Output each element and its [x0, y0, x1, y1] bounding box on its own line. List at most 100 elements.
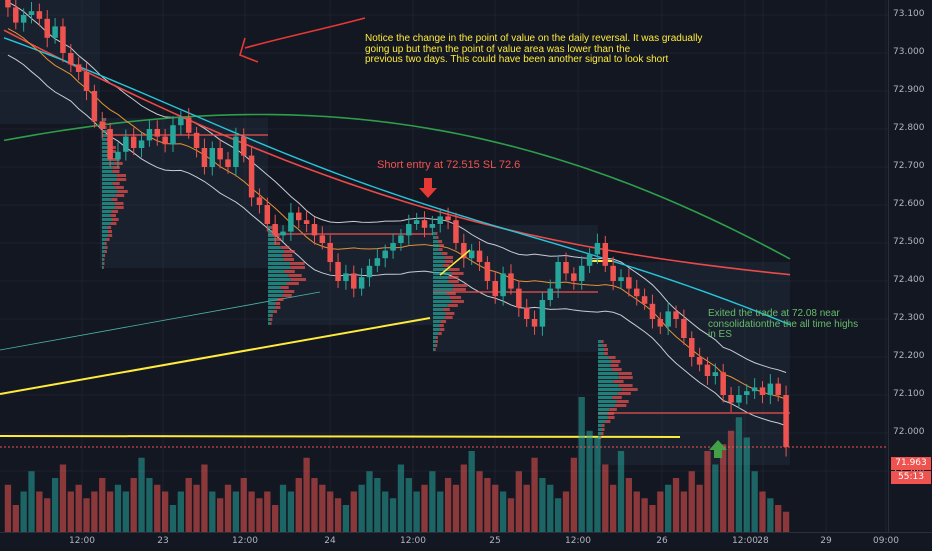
volume-profile-bar	[598, 360, 612, 363]
volume-profile-bar	[268, 274, 289, 277]
candle-body	[162, 136, 168, 145]
volume-profile-bar	[268, 254, 283, 257]
volume-profile-bar	[618, 384, 633, 387]
volume-profile-bar	[433, 344, 436, 347]
volume-profile-bar	[433, 268, 449, 271]
volume-bar	[665, 484, 672, 532]
volume-profile-bar	[268, 266, 291, 269]
volume-profile-bar	[110, 150, 116, 153]
volume-profile-bar	[433, 320, 441, 323]
volume-bar	[44, 498, 51, 532]
volume-bar	[759, 491, 766, 532]
volume-bar	[727, 430, 735, 532]
volume-profile-bar	[284, 250, 295, 253]
volume-profile-bar	[104, 250, 107, 253]
candle-body	[233, 136, 239, 167]
volume-bar	[712, 464, 719, 532]
exit-trade-note: Exited the trade at 72.08 near consolida…	[708, 308, 859, 340]
candle-body	[374, 258, 381, 266]
volume-profile-bar	[102, 182, 113, 185]
volume-profile-bar	[268, 310, 274, 313]
volume-profile-bar	[102, 210, 112, 213]
volume-bar	[476, 471, 483, 532]
volume-profile-bar	[598, 344, 604, 347]
candle-body	[280, 231, 286, 236]
volume-profile-bar	[270, 314, 273, 317]
volume-bar	[413, 491, 420, 532]
volume-profile-bar	[268, 234, 276, 237]
volume-bar	[99, 478, 106, 532]
volume-profile-bar	[282, 254, 293, 257]
candle-body	[767, 383, 774, 395]
candle-body	[264, 205, 271, 224]
volume-profile-bar	[451, 272, 464, 275]
volume-profile-bar	[268, 314, 271, 317]
volume-profile-bar	[102, 166, 113, 169]
volume-profile-bar	[598, 416, 608, 419]
candle-body	[351, 273, 357, 289]
volume-profile-bar	[434, 348, 436, 351]
candle-body	[295, 212, 302, 221]
candle-body	[728, 395, 734, 403]
price-tick-label: 72.700	[893, 161, 925, 171]
time-tick-label: 29	[820, 536, 832, 546]
exit-arrow-icon	[709, 440, 727, 458]
volume-profile-bar	[598, 420, 606, 423]
volume-profile-bar	[433, 248, 439, 251]
volume-profile-bar	[438, 248, 443, 251]
volume-profile-bar	[617, 392, 631, 395]
candle-body	[421, 220, 428, 228]
volume-bar	[484, 478, 491, 532]
volume-bar	[633, 491, 640, 532]
volume-profile-bar	[607, 416, 615, 419]
volume-profile-bar	[104, 118, 107, 121]
volume-profile-bar	[439, 324, 444, 327]
volume-profile-bar	[116, 174, 127, 177]
price-tick-label: 72.200	[893, 351, 925, 361]
time-tick-label: 12:00	[232, 536, 258, 546]
volume-profile-bar	[433, 288, 453, 291]
short-entry-arrow-icon	[419, 178, 437, 198]
price-tick-label: 72.100	[893, 389, 925, 399]
volume-profile-bar	[110, 146, 116, 149]
volume-bar	[586, 430, 593, 532]
time-axis[interactable]: 12:00 23 12:00 24 12:00 25 12:00 26 12:00 28 29 09:…	[0, 532, 932, 551]
volume-profile-bar	[445, 260, 454, 263]
volume-profile-bar	[268, 278, 291, 281]
bar-countdown-badge: 55:13	[891, 471, 931, 484]
volume-profile-bar	[115, 194, 125, 197]
volume-profile-bar	[102, 118, 105, 121]
volume-profile-bar	[286, 282, 299, 285]
volume-profile-bar	[433, 312, 446, 315]
candle-body	[775, 383, 781, 395]
short-entry-note: Short entry at 72.515 SL 72.6	[377, 159, 521, 171]
volume-profile-bar	[268, 250, 285, 253]
volume-bar	[67, 491, 74, 532]
volume-profile-bar	[110, 222, 117, 225]
candle-body	[107, 129, 113, 160]
volume-bar	[193, 484, 200, 532]
candle-body	[60, 26, 66, 53]
candle-body	[751, 387, 758, 392]
candle-body	[366, 265, 373, 278]
volume-profile-bar	[433, 300, 452, 303]
volume-bar	[279, 484, 287, 532]
price-axis[interactable]: 73.100 73.000 72.900 72.800 72.700 72.600 72.5…	[888, 0, 932, 532]
drawn-arrow-line	[244, 17, 366, 49]
volume-profile-bar	[117, 190, 128, 193]
volume-profile-bar	[603, 344, 607, 347]
volume-profile-bar	[103, 254, 106, 257]
price-tick-label: 72.000	[893, 427, 925, 437]
volume-profile-bar	[433, 308, 444, 311]
candle-body	[633, 288, 640, 297]
volume-profile-bar	[102, 138, 107, 141]
candle-body	[138, 140, 145, 148]
volume-profile-bar	[610, 364, 619, 367]
volume-bar	[492, 484, 499, 532]
candle-body	[736, 395, 742, 403]
time-tick-label: 26	[656, 536, 668, 546]
candle-body	[256, 197, 263, 205]
volume-profile-bar	[608, 356, 616, 359]
candle-body	[673, 311, 679, 319]
